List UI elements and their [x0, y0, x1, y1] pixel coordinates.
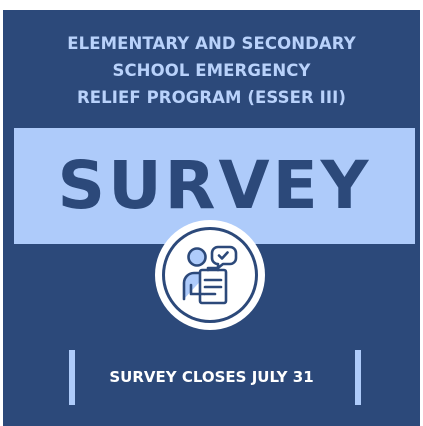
- survey-person-clipboard-icon: [182, 245, 238, 305]
- survey-deadline: SURVEY CLOSES JULY 31: [109, 368, 314, 386]
- footer-bar-right: [355, 350, 361, 405]
- heading-line-3: RELIEF PROGRAM (ESSER III): [76, 88, 347, 107]
- survey-title: SURVEY: [57, 147, 372, 224]
- heading-line-1: ELEMENTARY AND SECONDARY: [67, 34, 356, 53]
- survey-graphic: ELEMENTARY AND SECONDARY SCHOOL EMERGENC…: [3, 10, 420, 426]
- heading-line-2: SCHOOL EMERGENCY: [112, 61, 311, 80]
- program-heading: ELEMENTARY AND SECONDARY SCHOOL EMERGENC…: [3, 30, 420, 111]
- footer-bar-left: [69, 350, 75, 405]
- badge-ring-inner: [162, 227, 258, 323]
- badge-core: [165, 230, 255, 320]
- survey-badge: [155, 220, 265, 330]
